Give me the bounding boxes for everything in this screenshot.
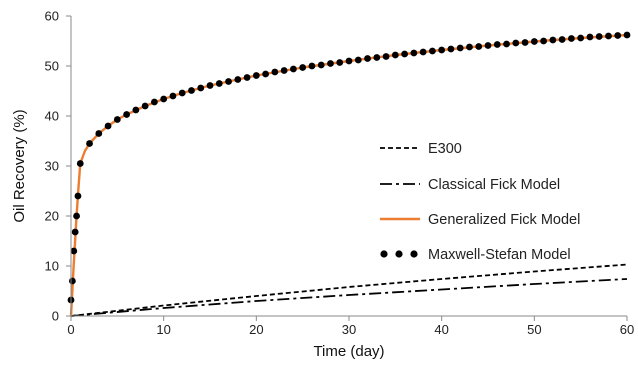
x-tick-label: 40 xyxy=(434,322,448,337)
maxwell-stefan-model-point xyxy=(521,39,529,46)
maxwell-stefan-model-point xyxy=(86,140,93,147)
maxwell-stefan-model-point xyxy=(225,78,232,85)
maxwell-stefan-model-point xyxy=(197,84,205,92)
maxwell-stefan-model-point xyxy=(456,44,464,52)
maxwell-stefan-model-point xyxy=(549,36,557,44)
maxwell-stefan-model-point xyxy=(577,34,585,42)
maxwell-stefan-model-point xyxy=(252,72,260,79)
maxwell-stefan-model-point xyxy=(317,61,325,69)
maxwell-stefan-model-point xyxy=(68,277,76,285)
y-tick-label: 30 xyxy=(45,159,59,174)
maxwell-stefan-model-point xyxy=(76,160,84,167)
maxwell-stefan-model-point xyxy=(290,65,297,73)
maxwell-stefan-model-point xyxy=(71,228,79,236)
x-tick-label: 50 xyxy=(527,322,541,337)
maxwell-stefan-model-point xyxy=(623,31,631,39)
y-tick-label: 60 xyxy=(45,9,59,24)
maxwell-stefan-model-point xyxy=(614,32,622,39)
maxwell-stefan-model-point xyxy=(475,43,483,50)
legend-label: Maxwell-Stefan Model xyxy=(428,247,571,263)
maxwell-stefan-model-point xyxy=(595,33,603,40)
maxwell-stefan-model-point xyxy=(540,37,547,45)
legend-label: Generalized Fick Model xyxy=(428,212,580,228)
maxwell-stefan-model-point xyxy=(568,35,575,42)
x-tick-label: 60 xyxy=(620,322,634,337)
y-tick-label: 50 xyxy=(45,59,59,74)
maxwell-stefan-model-point xyxy=(512,39,520,47)
y-tick-label: 0 xyxy=(52,309,59,324)
maxwell-stefan-model-point xyxy=(345,57,353,65)
legend-item-maxwell-stefan-model: Maxwell-Stefan Model xyxy=(380,247,571,263)
maxwell-stefan-model-point xyxy=(382,53,390,60)
y-tick-label: 20 xyxy=(45,209,59,224)
maxwell-stefan-model-point xyxy=(206,82,214,89)
y-tick-label: 40 xyxy=(45,109,59,124)
maxwell-stefan-model-point xyxy=(493,41,501,48)
maxwell-stefan-model-point xyxy=(243,74,251,81)
legend-label: E300 xyxy=(428,141,462,157)
legend-marker xyxy=(395,250,403,258)
maxwell-stefan-model-point xyxy=(438,46,446,54)
maxwell-stefan-model-point xyxy=(308,62,316,70)
legend-marker xyxy=(410,250,418,258)
legend-label: Classical Fick Model xyxy=(428,177,560,193)
maxwell-stefan-model-point xyxy=(215,80,223,87)
plot-area xyxy=(67,31,631,317)
maxwell-stefan-model-point xyxy=(586,33,594,41)
maxwell-stefan-model-point xyxy=(299,64,307,71)
maxwell-stefan-model-point xyxy=(113,116,121,123)
axes: 0 10 20 30 40 50 60 0 10 20 30 40 50 60 xyxy=(45,9,635,338)
maxwell-stefan-model-point xyxy=(104,122,112,130)
maxwell-stefan-model-point xyxy=(466,43,473,51)
legend-item-generalized-fick-model: Generalized Fick Model xyxy=(380,212,580,228)
x-tick-label: 10 xyxy=(156,322,170,337)
maxwell-stefan-model-point xyxy=(132,106,140,114)
maxwell-stefan-model-point xyxy=(95,130,103,137)
legend-marker xyxy=(380,250,388,258)
maxwell-stefan-model-point xyxy=(188,87,195,94)
legend-item-e300: E300 xyxy=(380,141,462,157)
maxwell-stefan-model-point xyxy=(262,70,269,78)
maxwell-stefan-model-point xyxy=(401,50,408,58)
maxwell-stefan-model-point xyxy=(327,60,334,67)
maxwell-stefan-model-point xyxy=(123,111,130,118)
x-axis-title: Time (day) xyxy=(313,343,384,360)
maxwell-stefan-model-point xyxy=(373,54,381,61)
maxwell-stefan-model-point xyxy=(605,32,612,40)
maxwell-stefan-model-point xyxy=(178,89,186,97)
maxwell-stefan-model-point xyxy=(447,45,455,53)
maxwell-stefan-model-point xyxy=(160,95,168,103)
x-tick-label: 30 xyxy=(342,322,356,337)
maxwell-stefan-model-point xyxy=(530,38,538,45)
maxwell-stefan-model-point xyxy=(74,192,82,200)
maxwell-stefan-model-point xyxy=(429,47,436,55)
e300-line xyxy=(70,263,628,317)
legend: E300 Classical Fick Model Generalized Fick… xyxy=(380,141,580,263)
classical-fick-model-line xyxy=(70,278,628,317)
generalized-fick-model-line xyxy=(69,33,628,317)
maxwell-stefan-model-point xyxy=(271,68,279,76)
maxwell-stefan-model-point xyxy=(336,59,344,66)
maxwell-stefan-model-point xyxy=(280,67,288,74)
maxwell-stefan-model-point xyxy=(410,49,418,57)
maxwell-stefan-model-point xyxy=(484,42,492,49)
legend-item-classical-fick-model: Classical Fick Model xyxy=(380,177,560,193)
y-axis-title: Oil Recovery (%) xyxy=(11,109,28,222)
maxwell-stefan-model-point xyxy=(169,92,177,100)
maxwell-stefan-model-point xyxy=(73,212,80,220)
x-tick-label: 20 xyxy=(249,322,263,337)
maxwell-stefan-model-point xyxy=(558,36,566,43)
maxwell-stefan-model-point xyxy=(141,102,149,110)
maxwell-stefan-model-point xyxy=(151,98,158,106)
y-tick-label: 10 xyxy=(45,259,59,274)
maxwell-stefan-model-point xyxy=(70,247,78,255)
maxwell-stefan-model-point xyxy=(364,55,371,62)
maxwell-stefan-model-point xyxy=(391,51,399,59)
maxwell-stefan-model-point xyxy=(354,56,362,64)
maxwell-stefan-model-point xyxy=(503,40,510,48)
maxwell-stefan-model-point xyxy=(419,48,427,56)
x-tick-label: 0 xyxy=(67,322,74,337)
maxwell-stefan-model-point xyxy=(234,76,242,83)
